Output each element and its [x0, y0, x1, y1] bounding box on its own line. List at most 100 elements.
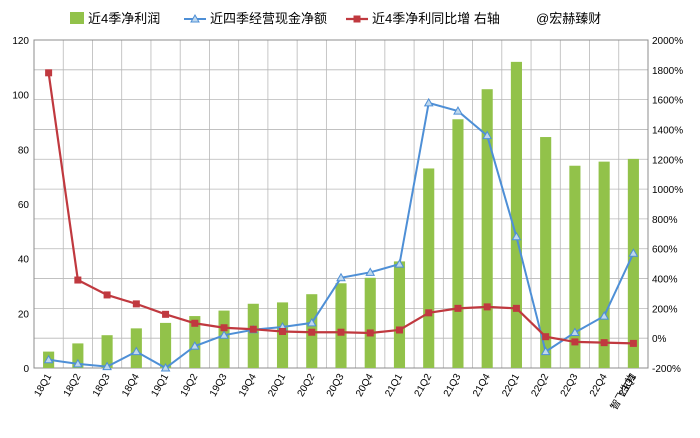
bar-22Q2	[540, 137, 552, 368]
legend-marker-cash-flow	[190, 13, 200, 23]
category-label-20Q1: 20Q1	[266, 372, 288, 399]
point-growth-18Q4	[132, 300, 140, 308]
point-growth-20Q2	[308, 328, 316, 336]
point-cash-flow-18Q2	[72, 358, 83, 368]
point-cash-flow-22Q3	[570, 327, 580, 336]
legend: 近4季净利润 近四季经营现金净额 近4季净利同比增 右轴 @宏赫臻财	[70, 11, 601, 26]
right-axis-tick: 1800%	[652, 66, 683, 77]
category-label-21Q1: 21Q1	[383, 372, 405, 399]
left-axis-tick: 80	[18, 145, 30, 156]
category-label-21Q3: 21Q3	[442, 372, 464, 399]
category-label-22Q4: 22Q4	[588, 372, 610, 399]
category-label-19Q3: 19Q3	[208, 372, 230, 399]
point-growth-21Q2	[425, 309, 433, 317]
bar-19Q4	[247, 303, 259, 368]
watermark-annotation: @宏赫臻财	[536, 11, 601, 26]
bar-21Q2	[423, 168, 435, 368]
point-growth-18Q1	[45, 69, 53, 77]
point-cash-flow-19Q1	[160, 362, 171, 372]
point-cash-flow-22Q4	[599, 311, 610, 320]
left-axis-tick: 60	[18, 200, 30, 211]
point-growth-19Q4	[249, 325, 257, 333]
legend-marker-growth	[353, 15, 361, 23]
point-growth-20Q1	[279, 327, 287, 335]
category-label-18Q4: 18Q4	[120, 372, 142, 399]
right-axis-tick: 0%	[652, 334, 667, 345]
point-cash-flow-19Q2	[189, 341, 200, 350]
left-axis-tick: 40	[18, 255, 30, 266]
right-axis-tick: 1600%	[652, 96, 683, 107]
category-label-22Q1: 22Q1	[500, 372, 522, 399]
point-growth-20Q3	[337, 328, 345, 336]
category-label-18Q2: 18Q2	[62, 372, 84, 399]
bar-22Q4	[598, 161, 610, 368]
x-axis-company-label: 智飞生物	[607, 371, 638, 412]
right-axis-tick: 200%	[652, 304, 678, 315]
point-growth-20Q4	[366, 329, 374, 337]
point-cash-flow-22Q1	[511, 231, 522, 241]
point-cash-flow-23Q1	[628, 248, 639, 257]
category-label-22Q3: 22Q3	[559, 372, 581, 399]
point-cash-flow-21Q4	[482, 130, 493, 140]
category-label-18Q3: 18Q3	[91, 372, 113, 399]
point-growth-21Q4	[483, 303, 491, 311]
point-cash-flow-21Q2	[423, 97, 434, 107]
bar-18Q2	[72, 343, 84, 368]
bar-19Q1	[160, 322, 172, 368]
category-label-19Q2: 19Q2	[179, 372, 201, 399]
left-axis-tick: 20	[18, 309, 30, 320]
point-growth-23Q1	[629, 339, 637, 347]
point-cash-flow-20Q2	[306, 317, 317, 327]
bar-21Q1	[393, 261, 406, 368]
point-cash-flow-22Q2	[540, 346, 551, 356]
left-axis-tick: 0	[23, 364, 29, 375]
right-axis-tick: 1400%	[652, 125, 683, 136]
point-cash-flow-20Q3	[336, 272, 346, 282]
bar-23Q1	[627, 158, 639, 368]
point-growth-18Q3	[103, 291, 111, 299]
right-axis-tick: 1200%	[652, 155, 683, 166]
point-cash-flow-19Q3	[219, 330, 229, 339]
category-label-20Q4: 20Q4	[354, 372, 376, 399]
point-cash-flow-18Q4	[131, 346, 142, 356]
legend-swatch-net-profit	[70, 12, 84, 24]
right-axis-tick: 2000%	[652, 36, 683, 47]
point-growth-22Q3	[571, 338, 579, 346]
right-axis-tick: 400%	[652, 275, 678, 286]
point-growth-19Q3	[220, 324, 228, 332]
category-label-22Q2: 22Q2	[530, 372, 552, 399]
point-growth-18Q2	[74, 276, 82, 284]
point-growth-21Q1	[395, 326, 403, 334]
point-cash-flow-21Q3	[453, 106, 463, 115]
category-label-18Q1: 18Q1	[32, 372, 54, 399]
category-label-19Q1: 19Q1	[149, 372, 171, 399]
category-label-20Q3: 20Q3	[325, 372, 347, 399]
point-growth-22Q4	[600, 339, 608, 347]
bar-layer	[43, 61, 639, 369]
bar-20Q3	[335, 283, 347, 368]
point-cash-flow-18Q3	[102, 361, 112, 371]
legend-label-net-profit: 近4季净利润	[88, 11, 160, 26]
point-growth-22Q1	[512, 304, 520, 312]
point-growth-19Q2	[191, 319, 199, 327]
legend-label-cash-flow: 近四季经营现金净额	[210, 11, 327, 26]
bar-21Q3	[452, 119, 464, 369]
point-cash-flow-18Q1	[43, 354, 54, 364]
category-label-21Q4: 21Q4	[471, 372, 493, 399]
point-cash-flow-20Q4	[365, 267, 376, 276]
right-axis-tick: -200%	[652, 364, 681, 375]
point-cash-flow-21Q1	[394, 259, 405, 268]
legend-label-growth: 近4季净利同比增 右轴	[372, 11, 500, 26]
category-label-20Q2: 20Q2	[296, 372, 318, 399]
line-layer	[43, 69, 639, 372]
bar-22Q3	[569, 165, 581, 368]
left-axis-tick: 100	[12, 91, 29, 102]
left-axis-tick: 120	[12, 36, 29, 47]
bar-21Q4	[481, 89, 493, 368]
axis-layer: 0 20 40 60 80 100 120 -200% 0% 200% 400% 600% 800% 10…	[12, 36, 683, 412]
right-axis-tick: 800%	[652, 215, 678, 226]
right-axis-tick: 1000%	[652, 185, 683, 196]
bar-19Q3	[218, 310, 230, 368]
